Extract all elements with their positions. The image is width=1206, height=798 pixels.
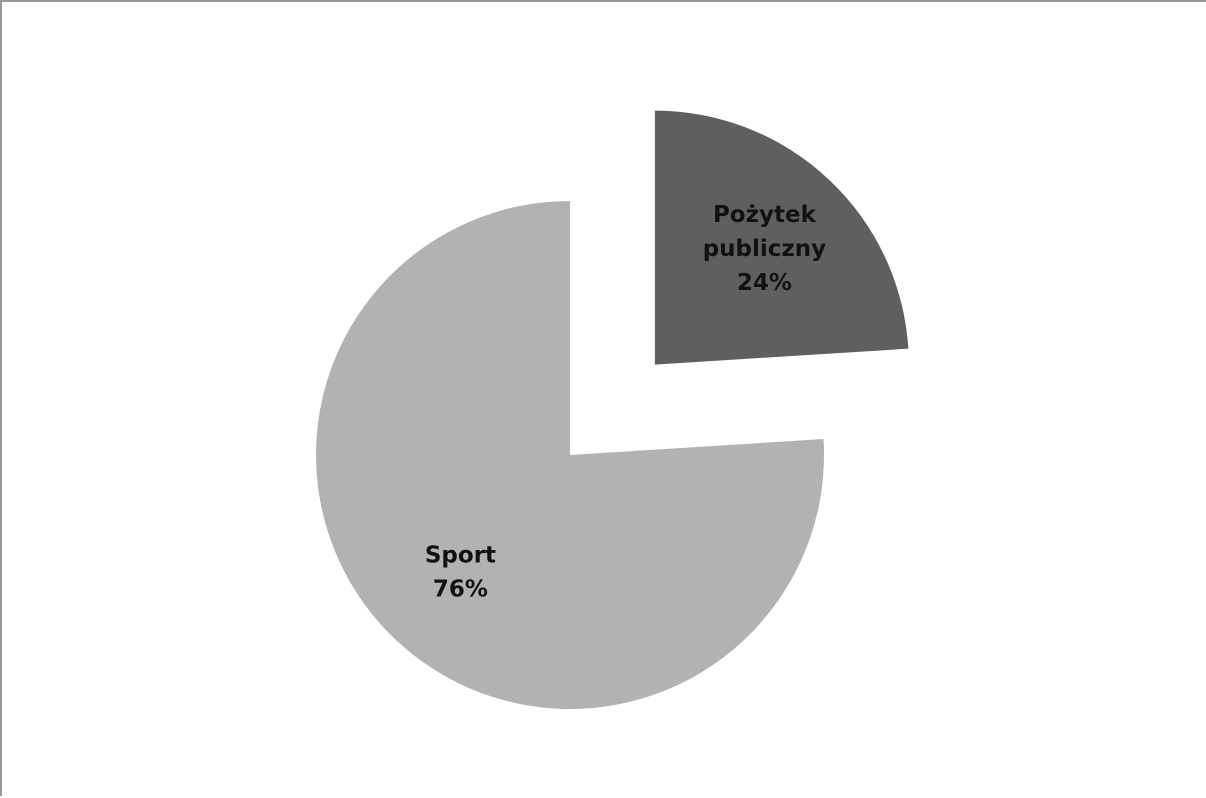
pie-slice-label-line: publiczny — [703, 236, 826, 262]
pie-slice-label-line: Sport — [425, 543, 496, 569]
pie-slice-label-line: 76% — [433, 577, 488, 603]
pie-slice-1 — [315, 200, 824, 709]
pie-slice-0 — [654, 110, 909, 365]
pie-slice-label-1: Sport 76% — [425, 543, 496, 603]
pie-slice-label-line: Pożytek — [713, 202, 817, 228]
pie-slice-label-0: Pożytek publiczny 24% — [703, 202, 826, 296]
pie-slice-label-line: 24% — [737, 270, 792, 296]
